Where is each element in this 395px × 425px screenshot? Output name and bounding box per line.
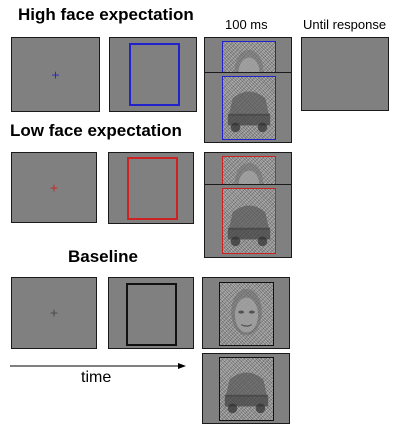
- response-screen: [301, 37, 389, 111]
- fixation-screen-baseline: +: [11, 277, 97, 349]
- cue-screen-high: [109, 37, 197, 112]
- heading-baseline: Baseline: [68, 247, 138, 266]
- cue-frame-red: [127, 157, 178, 220]
- column-label-duration: 100 ms: [225, 17, 268, 32]
- stimulus-screen-car-baseline: [202, 353, 290, 424]
- cue-frame-black: [126, 283, 177, 346]
- stimulus-screen-face-baseline: [202, 277, 290, 349]
- cue-frame-blue: [129, 43, 180, 106]
- time-label: time: [81, 369, 112, 386]
- stimulus-screen-face-high: [204, 37, 292, 77]
- face-stimulus-icon: [222, 156, 276, 189]
- stimulus-screen-car-high: [204, 72, 292, 143]
- fixation-cross-gray: +: [49, 306, 59, 320]
- fixation-screen-low: +: [11, 152, 97, 223]
- heading-low-face-expectation: Low face expectation: [10, 121, 182, 140]
- fixation-cross-red: +: [49, 181, 59, 194]
- car-stimulus-icon: [219, 357, 274, 421]
- car-stimulus-icon: [222, 188, 276, 254]
- heading-high-face-expectation: High face expectation: [18, 5, 194, 24]
- car-stimulus-icon: [222, 76, 276, 140]
- stimulus-screen-face-low: [204, 152, 292, 189]
- fixation-screen-high: +: [11, 37, 100, 112]
- cue-screen-low: [108, 152, 194, 224]
- cue-screen-baseline: [108, 277, 194, 349]
- stimulus-screen-car-low: [204, 184, 292, 258]
- fixation-cross-blue: +: [50, 68, 61, 81]
- face-stimulus-icon: [219, 282, 274, 346]
- column-label-response: Until response: [303, 17, 387, 32]
- time-arrow: [10, 363, 186, 369]
